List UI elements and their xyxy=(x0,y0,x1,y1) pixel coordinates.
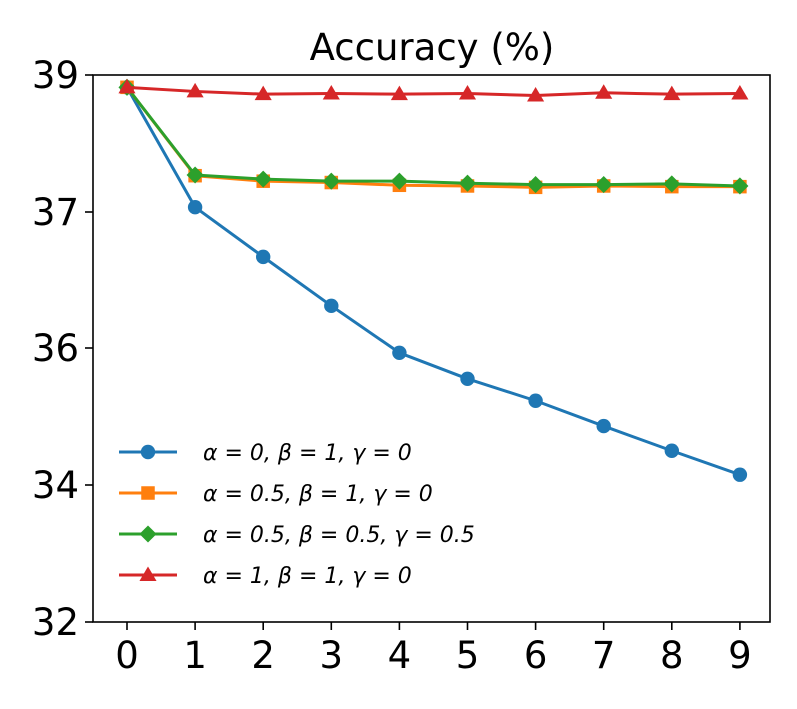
legend-entry: α = 0.5, β = 1, γ = 0 xyxy=(119,482,433,507)
point-marker xyxy=(186,82,204,98)
point-marker xyxy=(458,174,477,192)
legend-label: α = 0.5, β = 1, γ = 0 xyxy=(203,482,433,507)
point-marker xyxy=(528,393,543,408)
x-tick-label: 7 xyxy=(592,634,616,677)
series-1 xyxy=(119,80,748,482)
x-tick-label: 9 xyxy=(728,634,752,677)
point-marker xyxy=(390,172,408,190)
point-marker xyxy=(187,200,203,215)
series-layer xyxy=(118,78,749,482)
y-tick-label: 32 xyxy=(32,601,79,644)
legend: α = 0, β = 1, γ = 0 α = 0.5, β = 1, γ = 0… xyxy=(119,441,475,589)
point-marker xyxy=(596,418,611,434)
point-marker xyxy=(731,177,749,195)
point-marker xyxy=(322,84,340,100)
y-tick-label: 37 xyxy=(32,191,79,234)
point-marker xyxy=(664,443,679,458)
point-marker xyxy=(141,486,155,500)
legend-label: α = 1, β = 1, γ = 0 xyxy=(203,564,412,589)
y-tick-label: 34 xyxy=(32,464,79,507)
x-tick-label: 4 xyxy=(388,634,412,677)
series-line xyxy=(125,86,741,477)
x-tick-label: 5 xyxy=(456,634,480,677)
series-line xyxy=(125,86,740,188)
x-tick-label: 1 xyxy=(183,634,207,677)
point-marker xyxy=(731,84,749,100)
chart-title: Accuracy (%) xyxy=(310,26,555,69)
legend-entry: α = 0.5, β = 0.5, γ = 0.5 xyxy=(119,523,475,548)
point-marker xyxy=(458,84,477,100)
legend-entry: α = 0, β = 1, γ = 0 xyxy=(119,441,412,466)
point-marker xyxy=(527,87,545,102)
legend-entry: α = 1, β = 1, γ = 0 xyxy=(119,564,412,589)
y-tick-label: 39 xyxy=(32,54,79,97)
point-marker xyxy=(324,298,339,314)
point-marker xyxy=(322,172,340,190)
point-marker xyxy=(139,525,157,543)
point-marker xyxy=(732,467,748,482)
point-marker xyxy=(663,175,681,193)
point-marker xyxy=(392,345,407,360)
point-marker xyxy=(254,85,272,101)
point-marker xyxy=(527,176,545,194)
series-line xyxy=(126,85,740,98)
point-marker xyxy=(186,166,204,184)
x-tick-label: 3 xyxy=(320,634,344,677)
series-4 xyxy=(118,78,749,102)
y-tick-label: 36 xyxy=(32,327,79,370)
point-marker xyxy=(663,85,681,101)
point-marker xyxy=(118,78,136,94)
point-marker xyxy=(139,566,157,581)
x-tick-label: 6 xyxy=(524,634,548,677)
point-marker xyxy=(390,85,408,101)
x-tick-label: 2 xyxy=(251,634,275,677)
legend-label: α = 0, β = 1, γ = 0 xyxy=(203,441,412,466)
point-marker xyxy=(256,249,271,265)
series-line xyxy=(125,86,740,189)
legend-label: α = 0.5, β = 0.5, γ = 0.5 xyxy=(203,523,475,548)
x-tick-label: 0 xyxy=(115,634,139,677)
x-tick-label: 8 xyxy=(660,634,684,677)
point-marker xyxy=(595,176,613,194)
series-3 xyxy=(118,78,749,195)
point-marker xyxy=(254,170,272,188)
point-marker xyxy=(140,444,156,460)
point-marker xyxy=(460,371,475,387)
point-marker xyxy=(595,84,613,99)
